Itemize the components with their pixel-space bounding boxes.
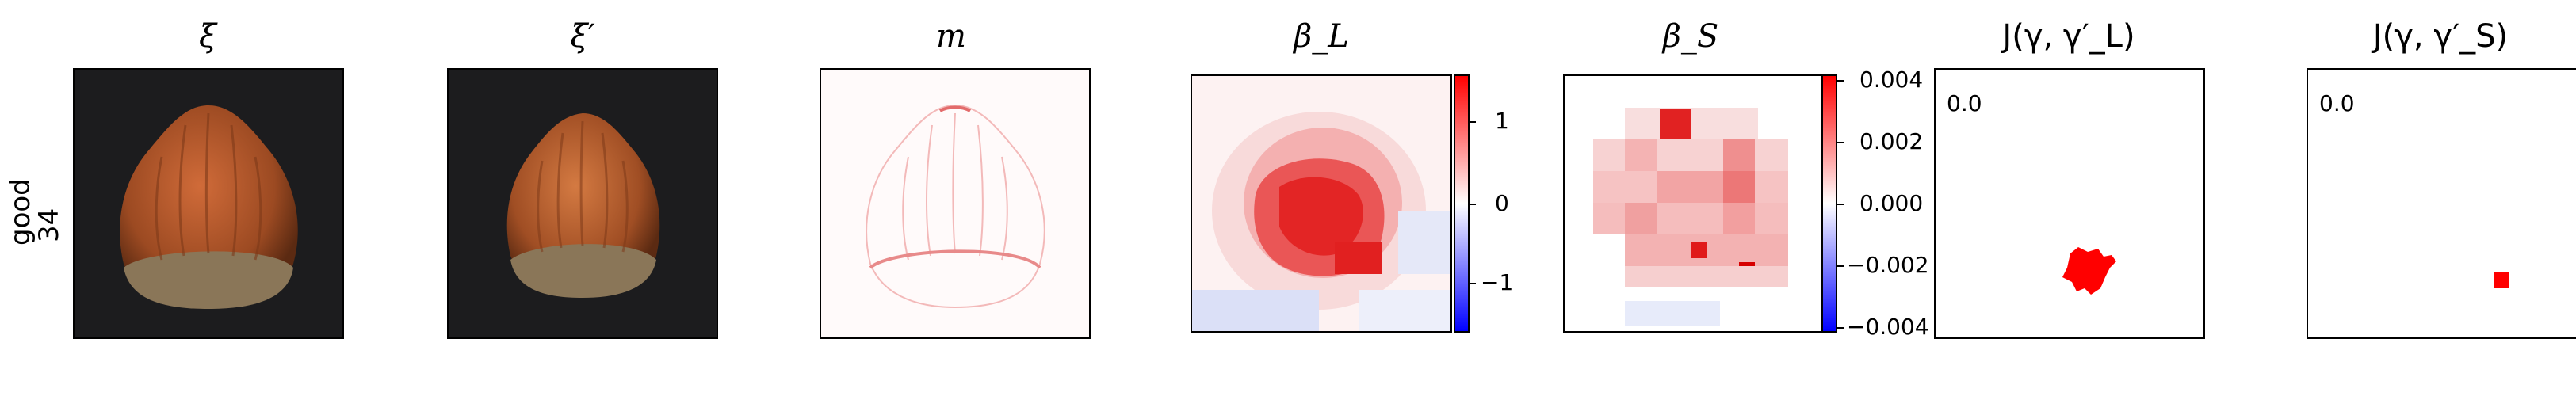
title-xi: ξ — [198, 18, 217, 55]
beta-s-heatmap — [1565, 76, 1823, 331]
hazelnut-image-alt — [449, 70, 717, 337]
title-m: m — [936, 18, 966, 55]
j-l-value: 0.0 — [1947, 90, 1982, 116]
row-label-index: 34 — [33, 208, 65, 242]
colorbar-beta-l-tick: 0 — [1495, 190, 1509, 216]
colorbar-beta-s-tick-mark — [1837, 265, 1844, 267]
mask-m — [820, 68, 1091, 339]
colorbar-beta-l-tick: −1 — [1481, 269, 1514, 295]
colorbar-beta-s-tick-mark — [1837, 327, 1844, 329]
mask-heatmap — [821, 70, 1089, 337]
j-s-map: 0.0 — [2307, 68, 2576, 339]
beta-l-heatmap — [1192, 76, 1450, 331]
colorbar-beta-s-tick: −0.002 — [1847, 252, 1929, 278]
title-j-l: J(γ, γ′_L) — [2002, 18, 2135, 55]
title-beta-l: β_L — [1294, 18, 1349, 55]
j-s-region — [2494, 272, 2509, 288]
colorbar-beta-s — [1821, 74, 1837, 333]
colorbar-beta-s-tick: 0.000 — [1859, 190, 1924, 216]
hazelnut-image — [75, 70, 342, 337]
colorbar-beta-s-tick-mark — [1837, 204, 1844, 205]
colorbar-beta-s-tick: 0.002 — [1859, 128, 1924, 154]
j-l-region — [2062, 247, 2116, 295]
j-l-map: 0.0 — [1934, 68, 2205, 339]
colorbar-beta-s-tick: 0.004 — [1859, 67, 1924, 93]
title-j-s: J(γ, γ′_S) — [2372, 18, 2509, 55]
row-label-class: good — [5, 178, 36, 246]
colorbar-beta-s-tick-mark — [1837, 142, 1844, 143]
colorbar-beta-l-tick-mark — [1470, 204, 1476, 205]
colorbar-beta-s-tick-mark — [1837, 80, 1844, 82]
title-beta-s: β_S — [1662, 18, 1719, 55]
colorbar-beta-s-tick: −0.004 — [1847, 314, 1929, 340]
colorbar-beta-l-tick-mark — [1470, 283, 1476, 284]
image-xi — [73, 68, 344, 339]
j-s-value: 0.0 — [2319, 90, 2355, 116]
colorbar-beta-l-tick: 1 — [1495, 108, 1509, 134]
row-label: good 34 — [0, 166, 65, 261]
beta-s-map — [1563, 74, 1825, 333]
beta-l-map — [1191, 74, 1452, 333]
image-xi-prime — [447, 68, 718, 339]
colorbar-beta-l — [1454, 74, 1470, 333]
colorbar-beta-l-tick-mark — [1470, 121, 1476, 123]
title-xi-prime: ξ′ — [570, 18, 595, 55]
